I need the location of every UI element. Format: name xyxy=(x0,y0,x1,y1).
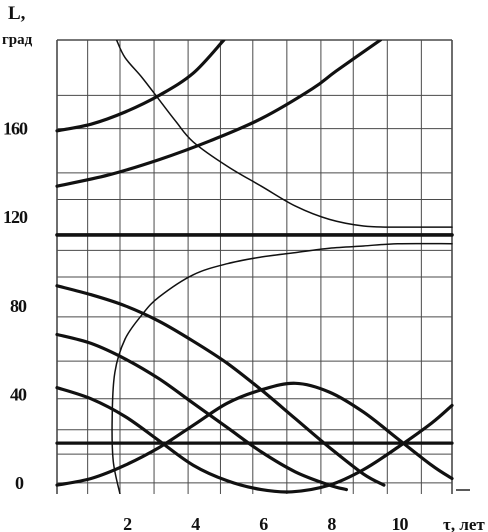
x-tick-label: 10 xyxy=(392,514,409,532)
series-line xyxy=(55,386,454,494)
series-line xyxy=(55,40,226,133)
x-axis-label: τ, лет xyxy=(443,515,485,532)
y-tick-label: 160 xyxy=(3,119,28,139)
x-tick-labels: 2 4 6 8 10 xyxy=(123,514,409,532)
x-tick-label: 2 xyxy=(123,514,132,532)
series-line xyxy=(55,381,454,487)
series-line xyxy=(115,40,453,228)
grid xyxy=(56,39,453,494)
y-tick-label: 120 xyxy=(3,207,28,227)
x-tick-label: 8 xyxy=(327,514,336,532)
series-line xyxy=(55,40,383,188)
y-axis-label: L, xyxy=(8,3,26,24)
y-tick-label: 40 xyxy=(10,384,27,404)
y-axis-unit: град xyxy=(2,32,33,48)
plot-series xyxy=(55,40,454,494)
series-line xyxy=(55,332,348,492)
y-tick-labels: 0 40 80 120 160 xyxy=(3,119,29,493)
x-tick-label: 6 xyxy=(259,514,268,532)
x-tick-label: 4 xyxy=(191,514,200,532)
series-line xyxy=(55,284,386,487)
series-line xyxy=(111,242,453,494)
y-tick-label: 0 xyxy=(15,473,24,493)
y-tick-label: 80 xyxy=(10,296,27,316)
